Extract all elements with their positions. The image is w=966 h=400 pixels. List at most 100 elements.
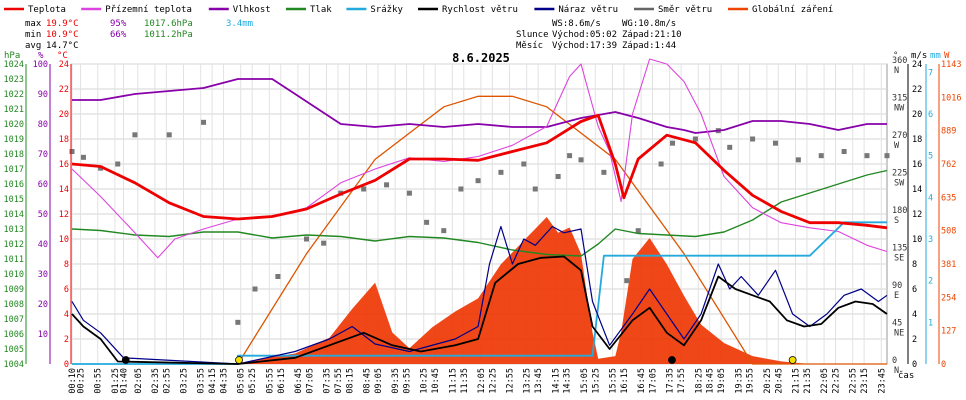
time-axis-tick: 20:45 [774, 368, 784, 394]
legend-label-dir: Směr větru [658, 5, 712, 15]
w-axis-tick: 1016 [941, 93, 961, 103]
degc-axis-tick: 22 [59, 85, 69, 95]
mm-axis-tick: 7 [928, 68, 933, 78]
time-axis-tick: 12:55 [506, 368, 516, 394]
direction-point [361, 186, 367, 192]
degc-axis-tick: 6 [64, 285, 69, 295]
dir-axis-tick: 225 [892, 169, 907, 179]
info-mesic-set: Západ:1:44 [622, 41, 676, 51]
direction-point [115, 161, 121, 167]
direction-point [624, 278, 630, 284]
dir-axis-compass: N [894, 366, 899, 376]
ms-axis-tick: 6 [912, 285, 917, 295]
time-axis-tick: 02:05 [134, 368, 144, 394]
ms-axis-tick: 2 [912, 335, 917, 345]
moonset-marker [121, 356, 130, 364]
time-axis-tick: 16:15 [620, 368, 630, 394]
mm-axis-tick: 5 [928, 152, 933, 162]
direction-point [69, 149, 75, 154]
mm-axis-tick: 4 [928, 193, 933, 203]
stats-max-press: 1017.6hPa [144, 19, 193, 29]
direction-point [884, 153, 890, 159]
time-axis-tick: 19:55 [746, 368, 756, 394]
info-mesic-rise: Východ:17:39 [552, 41, 617, 51]
hpa-axis-tick: 1010 [4, 270, 24, 280]
w-axis-tick: 381 [941, 260, 956, 270]
ms-axis-tick: 24 [912, 60, 922, 70]
hpa-axis-tick: 1022 [4, 90, 24, 100]
time-axis-tick: 15:05 [580, 368, 590, 394]
hpa-axis-tick: 1011 [4, 255, 24, 265]
unit-w: W [944, 51, 950, 61]
direction-point [201, 119, 207, 125]
time-axis-tick: 19:05 [717, 368, 727, 394]
ms-axis-tick: 12 [912, 210, 922, 220]
info-slunce-set: Západ:21:10 [622, 30, 682, 40]
hpa-axis-tick: 1005 [4, 345, 24, 355]
direction-point [275, 274, 281, 279]
hpa-axis-tick: 1017 [4, 165, 24, 175]
sunrise-marker [235, 356, 243, 364]
direction-point [303, 236, 309, 242]
time-axis-tick: 11:15 [448, 368, 458, 394]
direction-point [424, 219, 430, 225]
hpa-axis-tick: 1021 [4, 105, 24, 115]
ms-axis-tick: 4 [912, 310, 917, 320]
line-series [71, 58, 888, 365]
direction-point [521, 161, 527, 167]
pct-axis-tick: 20 [38, 300, 48, 310]
unit-mm: mm [930, 51, 941, 61]
direction-point [795, 157, 801, 163]
direction-point [692, 136, 698, 142]
direction-point [578, 157, 584, 163]
ms-axis-tick: 16 [912, 160, 922, 170]
info-mesic: Měsíc [516, 41, 543, 51]
hpa-axis-tick: 1016 [4, 180, 24, 190]
time-axis-tick: 12:25 [488, 368, 498, 394]
unit-ms: m/s [911, 51, 927, 61]
time-axis-label: čas [898, 370, 914, 381]
time-axis-tick: 09:55 [403, 368, 413, 394]
time-axis-tick: 19:35 [734, 368, 744, 394]
direction-point [235, 319, 241, 325]
hpa-axis-tick: 1004 [4, 360, 24, 370]
info-slunce-rise: Východ:05:02 [552, 30, 617, 40]
dir-axis-tick: 270 [892, 131, 907, 141]
direction-point [841, 149, 847, 154]
direction-point [555, 174, 561, 179]
hpa-axis-tick: 1009 [4, 285, 24, 295]
stats-avg-temp: 14.7°C [46, 41, 79, 51]
axes: 1004100510061007100810091010101110121013… [4, 56, 962, 394]
ms-axis-tick: 22 [912, 85, 922, 95]
dir-axis-tick: 135 [892, 244, 907, 254]
time-axis-tick: 02:35 [151, 368, 161, 394]
mm-axis-tick: 6 [928, 110, 933, 120]
direction-point [864, 153, 870, 159]
astro-info: WS:8.6m/s WG:10.8m/s Slunce Východ:05:02… [516, 19, 682, 51]
info-ws: WS:8.6m/s [552, 19, 601, 29]
time-axis-tick: 05:05 [237, 368, 247, 394]
direction-point [532, 186, 538, 192]
w-axis-tick: 762 [941, 160, 956, 170]
time-axis-tick: 18:45 [706, 368, 716, 394]
time-axis-tick: 07:35 [323, 368, 333, 394]
axis-units: hPa % °C ° m/s mm W [4, 51, 950, 61]
degc-axis-tick: 16 [59, 160, 69, 170]
direction-point [252, 286, 258, 292]
legend-label-wind: Rychlost větru [442, 5, 518, 15]
direction-point [567, 153, 573, 159]
dir-axis-tick: 360 [892, 56, 907, 66]
time-axis-tick: 07:55 [334, 368, 344, 394]
w-axis-tick: 0 [941, 360, 946, 370]
w-axis-tick: 635 [941, 193, 956, 203]
direction-point [441, 228, 447, 234]
stats-avg-label: avg [25, 41, 41, 51]
legend-label-rain: Srážky [370, 5, 403, 15]
dir-axis-compass: NE [894, 329, 904, 339]
dir-axis-compass: SE [894, 254, 904, 264]
direction-point [406, 190, 412, 196]
stats-block: max 19.9°C 95% 1017.6hPa 3.4mm min 10.9°… [25, 19, 253, 51]
hpa-axis-tick: 1008 [4, 300, 24, 310]
degc-axis-tick: 18 [59, 135, 69, 145]
